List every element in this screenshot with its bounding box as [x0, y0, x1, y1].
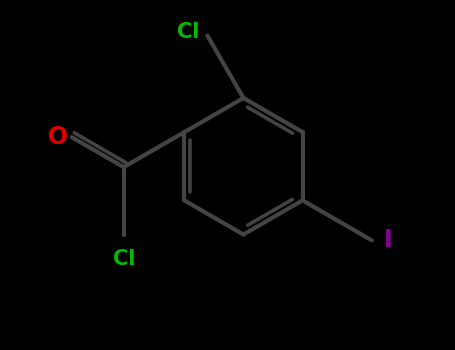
Text: I: I	[384, 229, 393, 252]
Text: Cl: Cl	[177, 22, 199, 42]
Text: Cl: Cl	[112, 249, 135, 269]
Text: O: O	[48, 125, 68, 149]
